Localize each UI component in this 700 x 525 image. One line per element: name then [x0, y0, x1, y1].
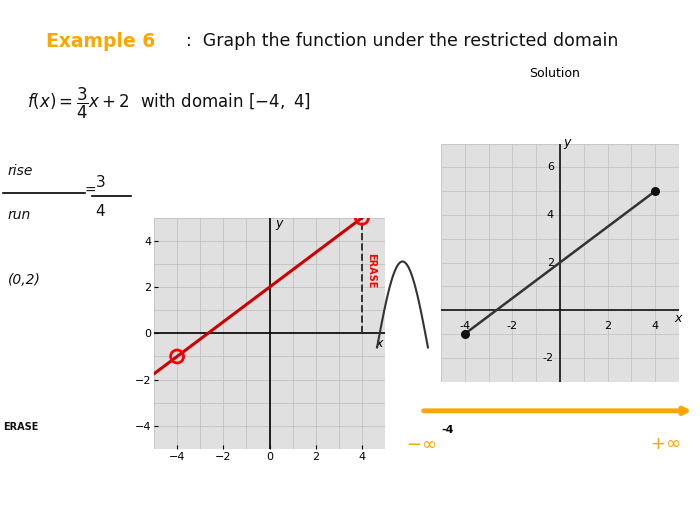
Text: -4: -4 [459, 321, 470, 331]
Text: $-\infty$: $-\infty$ [406, 435, 436, 453]
Text: 6: 6 [547, 162, 554, 172]
Text: :  Graph the function under the restricted domain: : Graph the function under the restricte… [186, 32, 618, 50]
Text: Example 6: Example 6 [46, 32, 155, 51]
Text: x: x [674, 312, 682, 325]
Text: 4: 4 [95, 204, 105, 219]
Text: (0,2): (0,2) [8, 273, 41, 287]
Text: 4: 4 [547, 210, 554, 220]
Text: -2: -2 [543, 353, 554, 363]
Text: 2: 2 [547, 257, 554, 268]
Text: -4: -4 [442, 425, 454, 435]
Text: =: = [85, 184, 97, 198]
Text: 3: 3 [95, 175, 105, 190]
Text: Solution: Solution [529, 67, 580, 80]
Text: y: y [275, 217, 283, 230]
Text: run: run [8, 208, 31, 222]
Text: 4: 4 [652, 321, 659, 331]
Text: -2: -2 [507, 321, 518, 331]
Text: $f(x) = \dfrac{3}{4}x +2$  with domain $[-4,\ 4]$: $f(x) = \dfrac{3}{4}x +2$ with domain $[… [27, 85, 311, 121]
Text: 2: 2 [604, 321, 611, 331]
Text: rise: rise [8, 164, 33, 177]
Text: y: y [564, 136, 571, 149]
Text: ERASE: ERASE [3, 422, 38, 432]
Text: x: x [376, 337, 383, 350]
Text: ERASE: ERASE [367, 253, 377, 288]
Text: $+\infty$: $+\infty$ [650, 435, 680, 453]
